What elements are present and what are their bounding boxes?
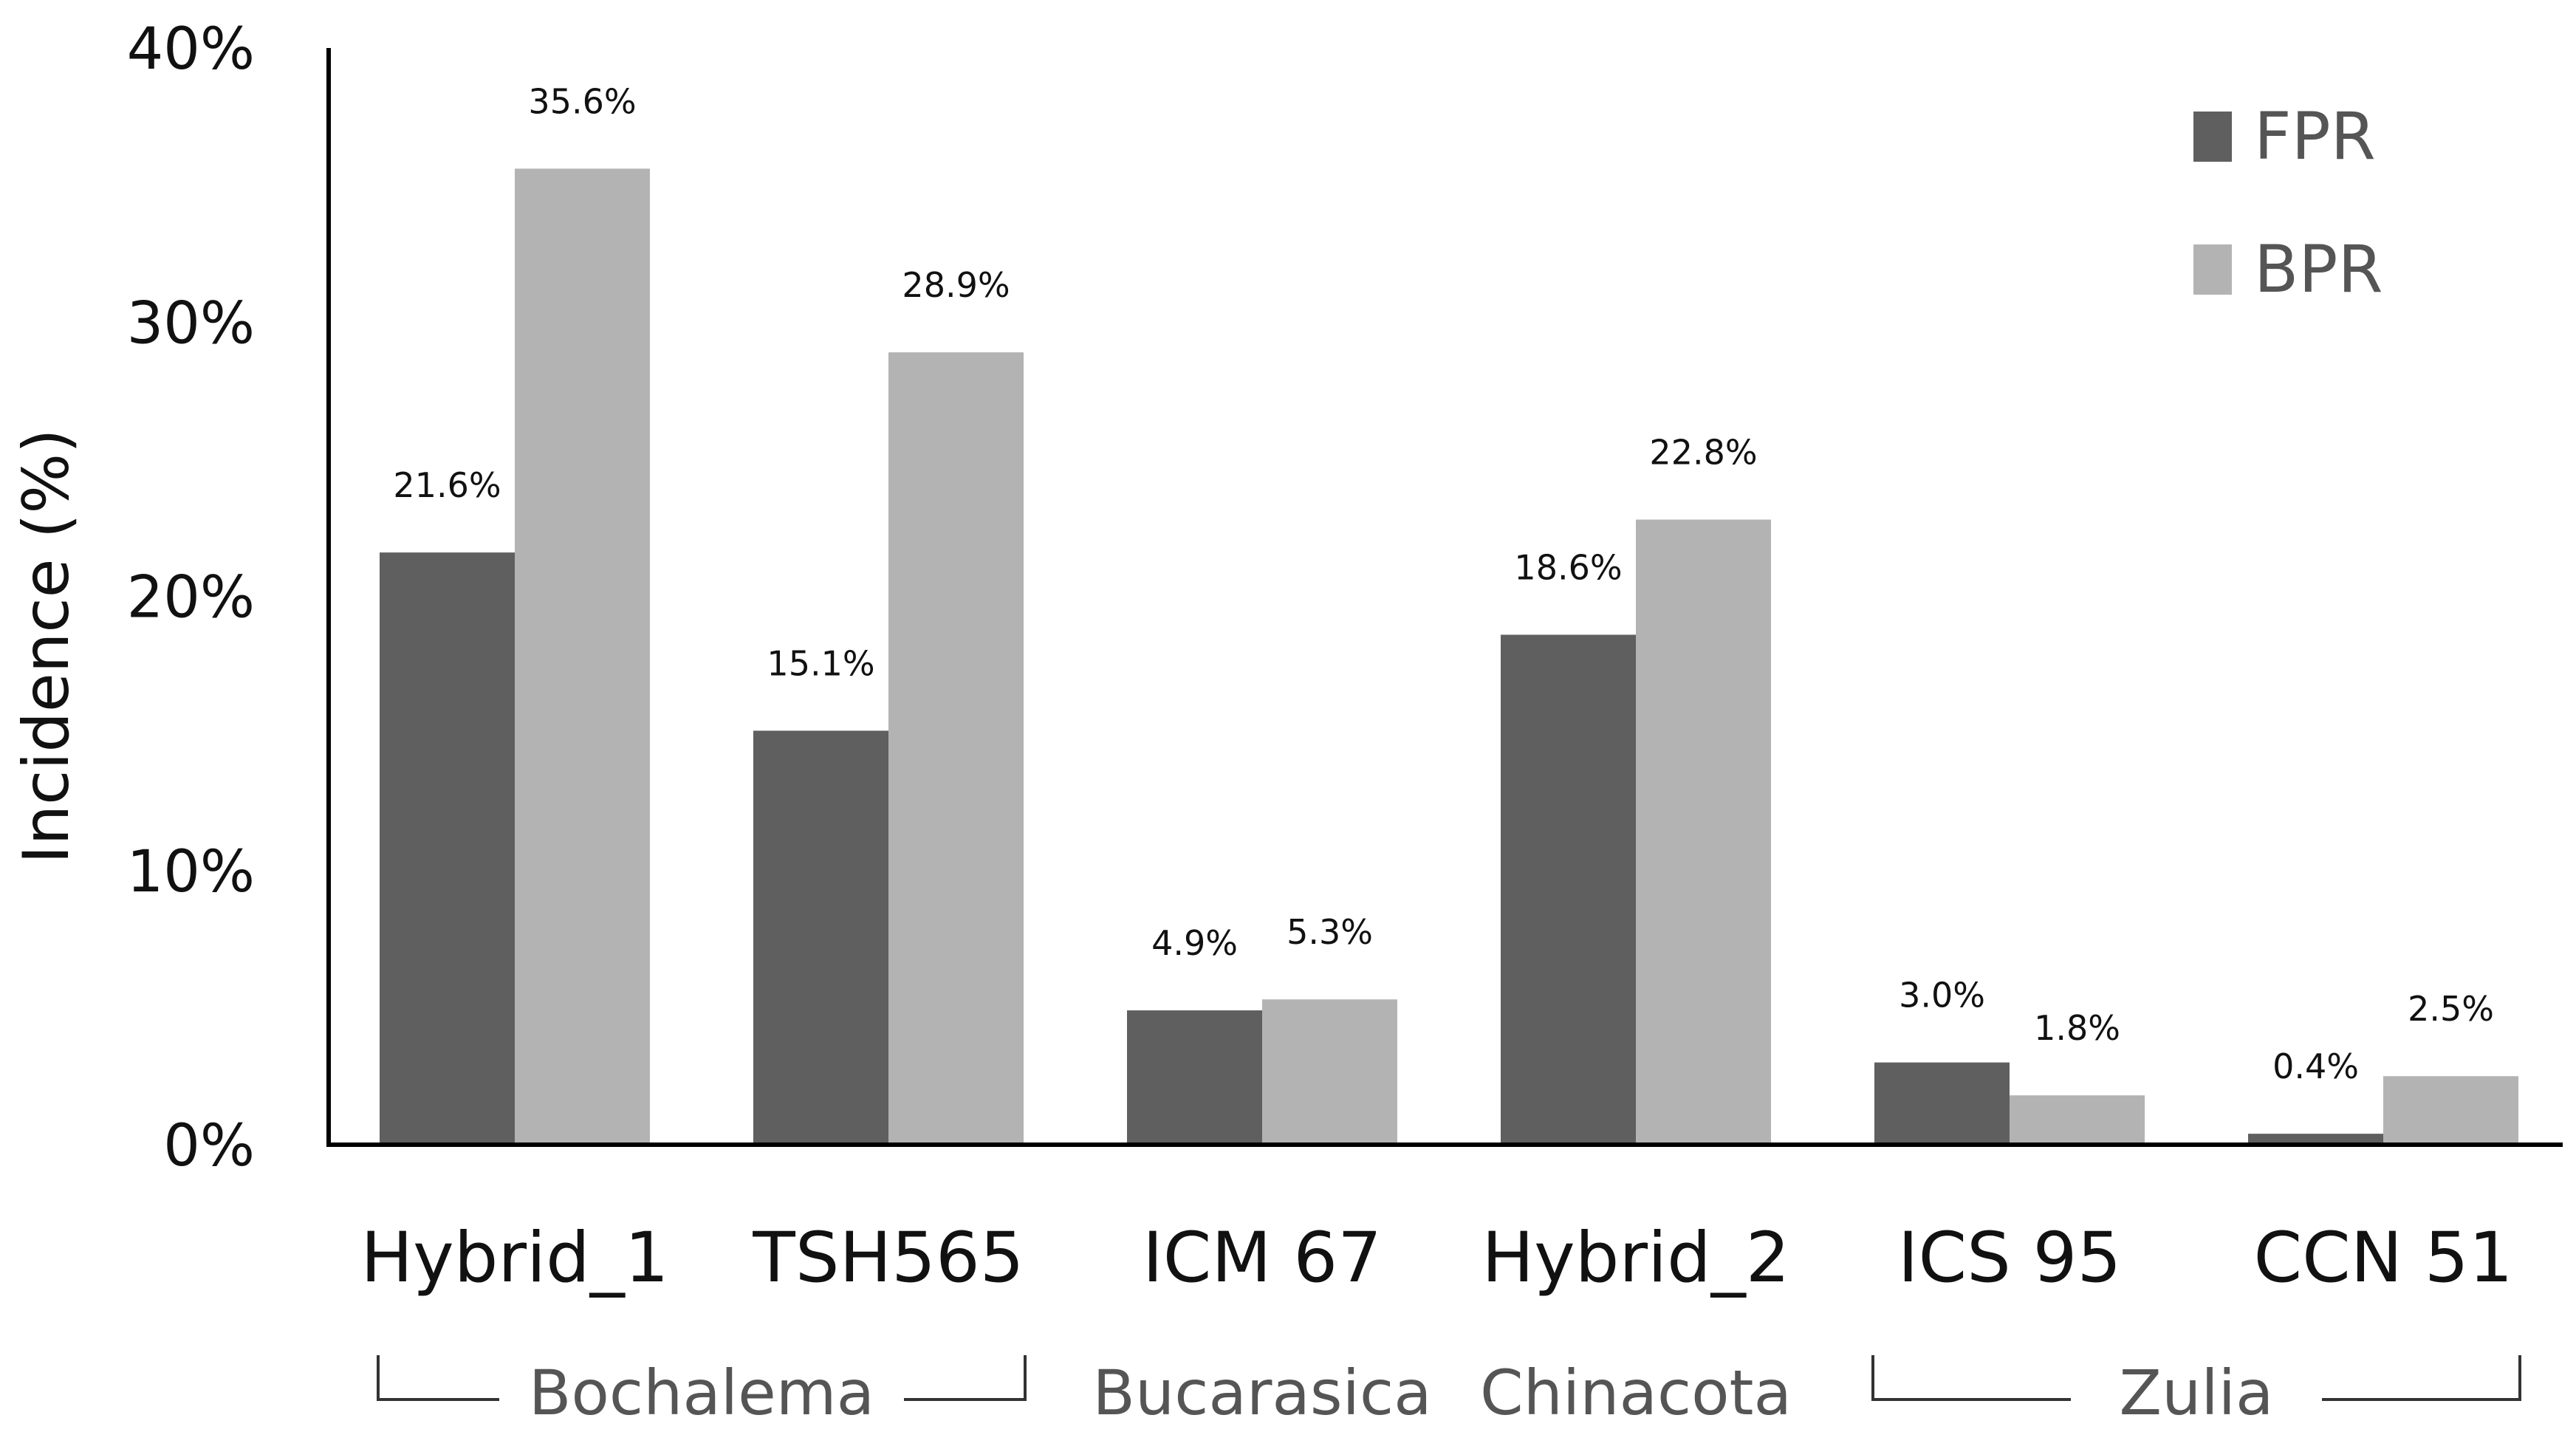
group-label-3: Zulia bbox=[2120, 1357, 2274, 1429]
bar-bpr-3 bbox=[1636, 519, 1771, 1145]
data-label-bpr-4: 1.8% bbox=[2034, 1008, 2120, 1048]
legend-swatch-fpr bbox=[2193, 112, 2232, 162]
bar-fpr-4 bbox=[1874, 1062, 2010, 1145]
bar-fpr-5 bbox=[2248, 1134, 2383, 1145]
data-label-fpr-2: 4.9% bbox=[1151, 923, 1238, 963]
data-label-bpr-0: 35.6% bbox=[528, 81, 636, 121]
group-bracket-left-3 bbox=[1871, 1355, 2071, 1401]
bar-bpr-5 bbox=[2383, 1076, 2518, 1145]
x-category-label-0: Hybrid_1 bbox=[360, 1218, 668, 1298]
legend-label-bpr: BPR bbox=[2254, 231, 2383, 307]
group-bracket-right-3 bbox=[2322, 1355, 2521, 1401]
bar-bpr-1 bbox=[888, 352, 1024, 1145]
x-category-label-3: Hybrid_2 bbox=[1481, 1218, 1789, 1298]
group-bracket-right-0 bbox=[904, 1355, 1027, 1401]
x-category-label-5: CCN 51 bbox=[2253, 1218, 2512, 1298]
group-bracket-left-0 bbox=[377, 1355, 499, 1401]
x-category-label-1: TSH565 bbox=[752, 1218, 1024, 1298]
legend-label-fpr: FPR bbox=[2254, 98, 2376, 174]
data-label-fpr-3: 18.6% bbox=[1514, 547, 1622, 587]
data-label-bpr-3: 22.8% bbox=[1649, 433, 1757, 473]
bar-fpr-2 bbox=[1127, 1010, 1262, 1145]
bar-fpr-1 bbox=[753, 730, 888, 1145]
y-tick-label-0: 0% bbox=[163, 1113, 255, 1179]
group-label-2: Chinacota bbox=[1480, 1357, 1792, 1429]
bar-bpr-2 bbox=[1262, 999, 1397, 1145]
group-label-0: Bochalema bbox=[529, 1357, 874, 1429]
bar-bpr-0 bbox=[515, 168, 650, 1145]
bar-bpr-4 bbox=[2010, 1095, 2145, 1145]
data-label-fpr-4: 3.0% bbox=[1899, 976, 1985, 1015]
data-label-bpr-2: 5.3% bbox=[1287, 912, 1373, 952]
data-label-fpr-5: 0.4% bbox=[2272, 1046, 2359, 1086]
y-tick-label-1: 10% bbox=[127, 839, 255, 905]
y-tick-label-2: 20% bbox=[127, 565, 255, 631]
y-axis-title: Incidence (%) bbox=[10, 428, 83, 863]
data-label-fpr-1: 15.1% bbox=[767, 643, 874, 683]
legend-swatch-bpr bbox=[2193, 244, 2232, 295]
bar-fpr-3 bbox=[1501, 634, 1636, 1145]
x-category-label-4: ICS 95 bbox=[1898, 1218, 2122, 1298]
group-label-1: Bucarasica bbox=[1092, 1357, 1431, 1429]
data-label-bpr-5: 2.5% bbox=[2408, 989, 2494, 1029]
y-tick-label-4: 40% bbox=[127, 16, 255, 83]
y-tick-label-3: 30% bbox=[127, 290, 255, 357]
x-category-label-2: ICM 67 bbox=[1143, 1218, 1382, 1298]
data-label-bpr-1: 28.9% bbox=[902, 265, 1010, 305]
bar-fpr-0 bbox=[380, 552, 515, 1145]
data-label-fpr-0: 21.6% bbox=[393, 465, 501, 505]
